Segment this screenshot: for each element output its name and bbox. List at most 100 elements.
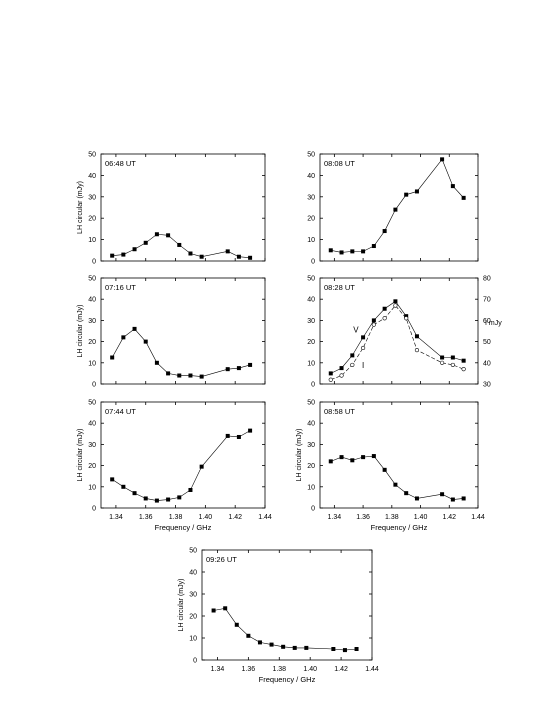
data-point <box>132 247 137 252</box>
x-tick-label: 1.44 <box>365 666 379 673</box>
data-point <box>361 249 366 254</box>
y-tick-label: 50 <box>307 152 315 159</box>
data-point <box>188 251 193 256</box>
y2-tick-label: 60 <box>483 318 491 325</box>
x-tick-label: 1.34 <box>109 514 123 521</box>
data-point <box>110 477 115 482</box>
y-tick-label: 30 <box>88 194 96 201</box>
data-point <box>404 192 409 197</box>
data-point <box>154 232 159 237</box>
time-annotation: 08:08 UT <box>324 159 355 168</box>
data-point <box>236 366 241 371</box>
series-label: V <box>353 325 359 334</box>
data-point <box>304 645 309 650</box>
data-point <box>371 454 376 459</box>
data-point <box>236 434 241 439</box>
data-point <box>328 459 333 464</box>
data-point-open <box>339 373 344 378</box>
data-point <box>121 252 126 257</box>
y-tick-label: 0 <box>311 259 315 266</box>
time-annotation: 06:48 UT <box>105 159 136 168</box>
y-tick-label: 20 <box>88 463 96 470</box>
data-point <box>404 491 409 496</box>
y-tick-label: 40 <box>307 421 315 428</box>
x-tick-label: 1.34 <box>328 514 342 521</box>
data-point <box>328 371 333 376</box>
x-tick-label: 1.38 <box>385 514 399 521</box>
data-point <box>382 306 387 311</box>
y-tick-label: 10 <box>88 237 96 244</box>
data-point <box>461 496 466 501</box>
data-point <box>166 233 171 238</box>
panel-7: 0 10 20 30 40 50 1.34 1.36 1.38 1.40 1.42 1.44 LH ci… <box>178 548 379 685</box>
y-axis-title: LH circular (mJy) <box>296 429 303 482</box>
plot-frame <box>319 277 479 385</box>
time-annotation: 08:28 UT <box>324 283 355 292</box>
data-point <box>121 335 126 340</box>
data-point <box>404 314 409 319</box>
plot-frame <box>100 401 266 509</box>
y-tick-label: 10 <box>307 237 315 244</box>
series-label: I <box>362 361 364 370</box>
data-point <box>143 496 148 501</box>
time-annotation: 07:44 UT <box>105 407 136 416</box>
data-point <box>177 495 182 500</box>
data-point <box>450 355 455 360</box>
x-tick-label: 1.36 <box>242 666 256 673</box>
data-point <box>393 207 398 212</box>
y-tick-label: 20 <box>88 216 96 223</box>
series-line <box>112 430 251 501</box>
data-point <box>121 484 126 489</box>
data-point-open <box>393 303 398 308</box>
y-tick-label: 20 <box>307 463 315 470</box>
panel-1: 0 10 20 30 40 50 LH circular (mJy) 06:48 UT <box>77 152 266 266</box>
data-point <box>339 455 344 460</box>
data-point <box>177 242 182 247</box>
data-point <box>393 482 398 487</box>
y-tick-label: 40 <box>88 421 96 428</box>
data-point <box>246 633 251 638</box>
x-tick-label: 1.42 <box>334 666 348 673</box>
data-point <box>132 326 137 331</box>
data-point <box>328 248 333 253</box>
plot-frame <box>201 549 373 661</box>
x-tick-label: 1.38 <box>169 514 183 521</box>
data-point <box>281 644 286 649</box>
y-tick-label: 30 <box>88 318 96 325</box>
data-point <box>292 645 297 650</box>
data-point <box>461 358 466 363</box>
data-point-open <box>360 345 366 351</box>
data-point-open <box>404 316 409 321</box>
data-point <box>450 184 455 189</box>
data-point <box>371 318 376 323</box>
y-tick-label: 40 <box>88 297 96 304</box>
y-tick-label: 30 <box>189 592 197 599</box>
y-tick-label: 0 <box>92 382 96 389</box>
panel-4: 0 10 20 30 40 50 30 40 50 60 70 80 I mJy 08:28 UT V I <box>307 276 502 389</box>
data-point <box>154 498 159 503</box>
y-tick-label: 30 <box>88 442 96 449</box>
series-line <box>213 607 357 651</box>
data-point <box>339 366 344 371</box>
plot-frame <box>319 153 479 262</box>
data-point <box>339 250 344 255</box>
y2-axis-title: I mJy <box>485 320 502 327</box>
data-point <box>393 299 398 304</box>
data-point-open <box>414 347 420 353</box>
data-point-open <box>450 362 455 368</box>
x-tick-label: 1.40 <box>414 514 428 521</box>
data-point <box>342 648 347 653</box>
y-tick-label: 50 <box>88 276 96 283</box>
data-point <box>350 353 355 358</box>
plot-frame <box>100 153 266 262</box>
data-point <box>440 355 445 360</box>
x-tick-label: 1.34 <box>211 666 225 673</box>
data-point <box>166 497 171 502</box>
data-point <box>361 455 366 460</box>
data-point <box>177 373 182 378</box>
series-line-i <box>330 305 464 381</box>
time-annotation: 09:26 UT <box>206 555 237 564</box>
x-tick-label: 1.44 <box>258 514 272 521</box>
series-line <box>330 158 464 253</box>
